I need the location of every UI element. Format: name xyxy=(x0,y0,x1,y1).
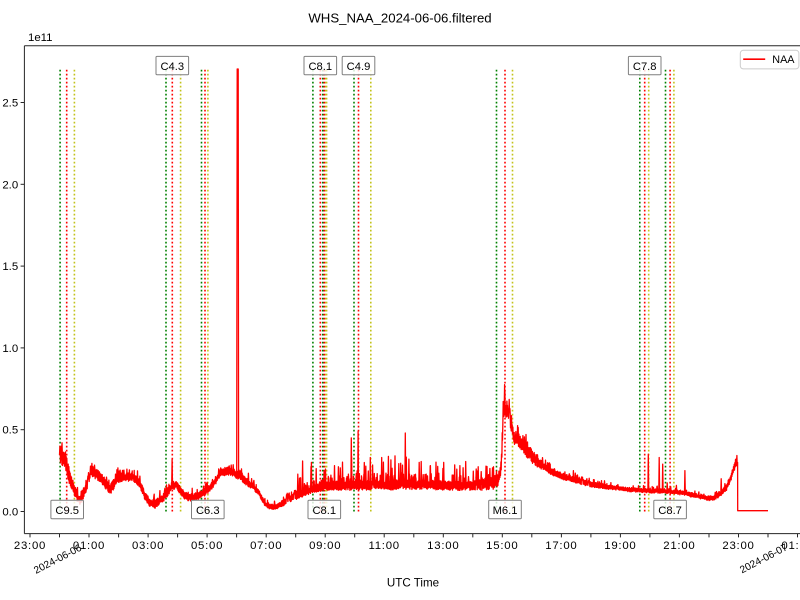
svg-text:C9.5: C9.5 xyxy=(55,505,79,517)
svg-text:C4.3: C4.3 xyxy=(160,61,184,73)
svg-text:M6.1: M6.1 xyxy=(493,505,518,517)
svg-text:1.5: 1.5 xyxy=(2,261,18,273)
svg-text:21:00: 21:00 xyxy=(663,540,695,552)
svg-text:WHS_NAA_2024-06-06.filtered: WHS_NAA_2024-06-06.filtered xyxy=(308,11,491,26)
svg-text:UTC Time: UTC Time xyxy=(387,577,439,590)
svg-text:NAA: NAA xyxy=(772,54,795,66)
svg-text:C4.9: C4.9 xyxy=(347,61,371,73)
svg-text:05:00: 05:00 xyxy=(191,540,223,552)
svg-text:01:00: 01:00 xyxy=(73,540,105,552)
svg-text:07:00: 07:00 xyxy=(250,540,282,552)
svg-text:0.5: 0.5 xyxy=(2,425,18,437)
svg-text:11:00: 11:00 xyxy=(368,540,399,552)
svg-text:C7.8: C7.8 xyxy=(633,61,657,73)
svg-text:19:00: 19:00 xyxy=(604,540,636,552)
svg-text:23:00: 23:00 xyxy=(14,540,46,552)
svg-text:23:00: 23:00 xyxy=(722,540,754,552)
svg-text:2.0: 2.0 xyxy=(2,179,18,191)
svg-text:13:00: 13:00 xyxy=(427,540,459,552)
svg-text:C8.1: C8.1 xyxy=(308,61,332,73)
svg-text:C6.3: C6.3 xyxy=(196,505,220,517)
svg-text:1.0: 1.0 xyxy=(2,343,18,355)
svg-text:1e11: 1e11 xyxy=(28,32,53,44)
svg-text:15:00: 15:00 xyxy=(486,540,518,552)
svg-text:01:00: 01:00 xyxy=(781,540,800,552)
svg-text:17:00: 17:00 xyxy=(545,540,577,552)
svg-text:0.0: 0.0 xyxy=(2,507,18,519)
svg-text:2.5: 2.5 xyxy=(2,98,18,110)
svg-text:09:00: 09:00 xyxy=(309,540,341,552)
svg-text:C8.1: C8.1 xyxy=(312,505,336,517)
svg-text:C8.7: C8.7 xyxy=(658,505,682,517)
svg-text:03:00: 03:00 xyxy=(132,540,164,552)
